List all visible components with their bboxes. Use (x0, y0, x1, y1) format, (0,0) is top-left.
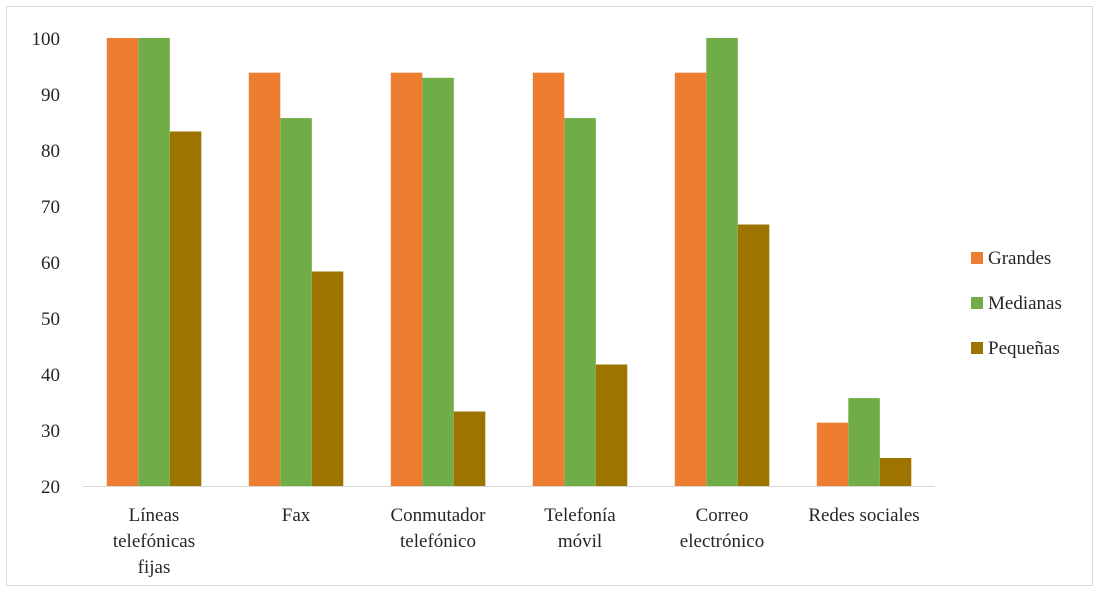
y-tick-label-40: 40 (41, 365, 60, 386)
x-category-label-2-1: telefónico (400, 531, 476, 552)
y-tick-label-60: 60 (41, 253, 60, 274)
legend-label-medianas: Medianas (988, 293, 1062, 314)
x-category-label-4-0: Correo (696, 505, 749, 526)
bar-medianas-2 (422, 77, 454, 487)
bar-grandes-3 (532, 72, 565, 486)
bar-grandes-4 (674, 72, 707, 486)
legend-swatch-pequeñas (971, 342, 983, 354)
x-category-label-4-1: electrónico (680, 531, 764, 552)
y-tick-label-80: 80 (41, 141, 60, 162)
legend-label-pequeñas: Pequeñas (988, 338, 1060, 359)
y-tick-label-20: 20 (41, 477, 60, 498)
x-category-label-1-0: Fax (282, 505, 311, 526)
bar-grandes-0 (106, 38, 139, 486)
bar-pequeñas-2 (453, 411, 486, 486)
legend-label-grandes: Grandes (988, 248, 1051, 269)
legend-swatch-grandes (971, 252, 983, 264)
bar-medianas-5 (848, 398, 880, 486)
y-tick-label-90: 90 (41, 85, 60, 106)
bar-pequeñas-0 (169, 131, 202, 486)
bar-medianas-4 (706, 38, 738, 486)
bar-grandes-1 (248, 72, 281, 486)
bar-pequeñas-4 (737, 224, 770, 486)
x-category-label-0-1: telefónicas (113, 531, 195, 552)
x-category-label-5-0: Redes sociales (808, 505, 919, 526)
y-tick-label-100: 100 (32, 29, 61, 50)
y-tick-label-70: 70 (41, 197, 60, 218)
bar-pequeñas-5 (879, 458, 912, 486)
x-category-label-0-2: fijas (138, 557, 171, 578)
y-tick-label-50: 50 (41, 309, 60, 330)
bar-pequeñas-3 (595, 364, 628, 486)
y-tick-label-30: 30 (41, 421, 60, 442)
x-category-label-0-0: Líneas (129, 505, 180, 526)
bar-pequeñas-1 (311, 271, 344, 486)
x-category-label-2-0: Conmutador (391, 505, 487, 526)
bar-medianas-1 (280, 118, 312, 486)
bar-medianas-0 (138, 38, 170, 486)
bar-grandes-5 (816, 422, 849, 486)
legend-swatch-medianas (971, 297, 983, 309)
x-category-label-3-1: móvil (558, 531, 602, 552)
bar-grandes-2 (390, 72, 423, 486)
bar-medianas-3 (564, 118, 596, 486)
x-category-label-3-0: Telefonía (544, 505, 616, 526)
